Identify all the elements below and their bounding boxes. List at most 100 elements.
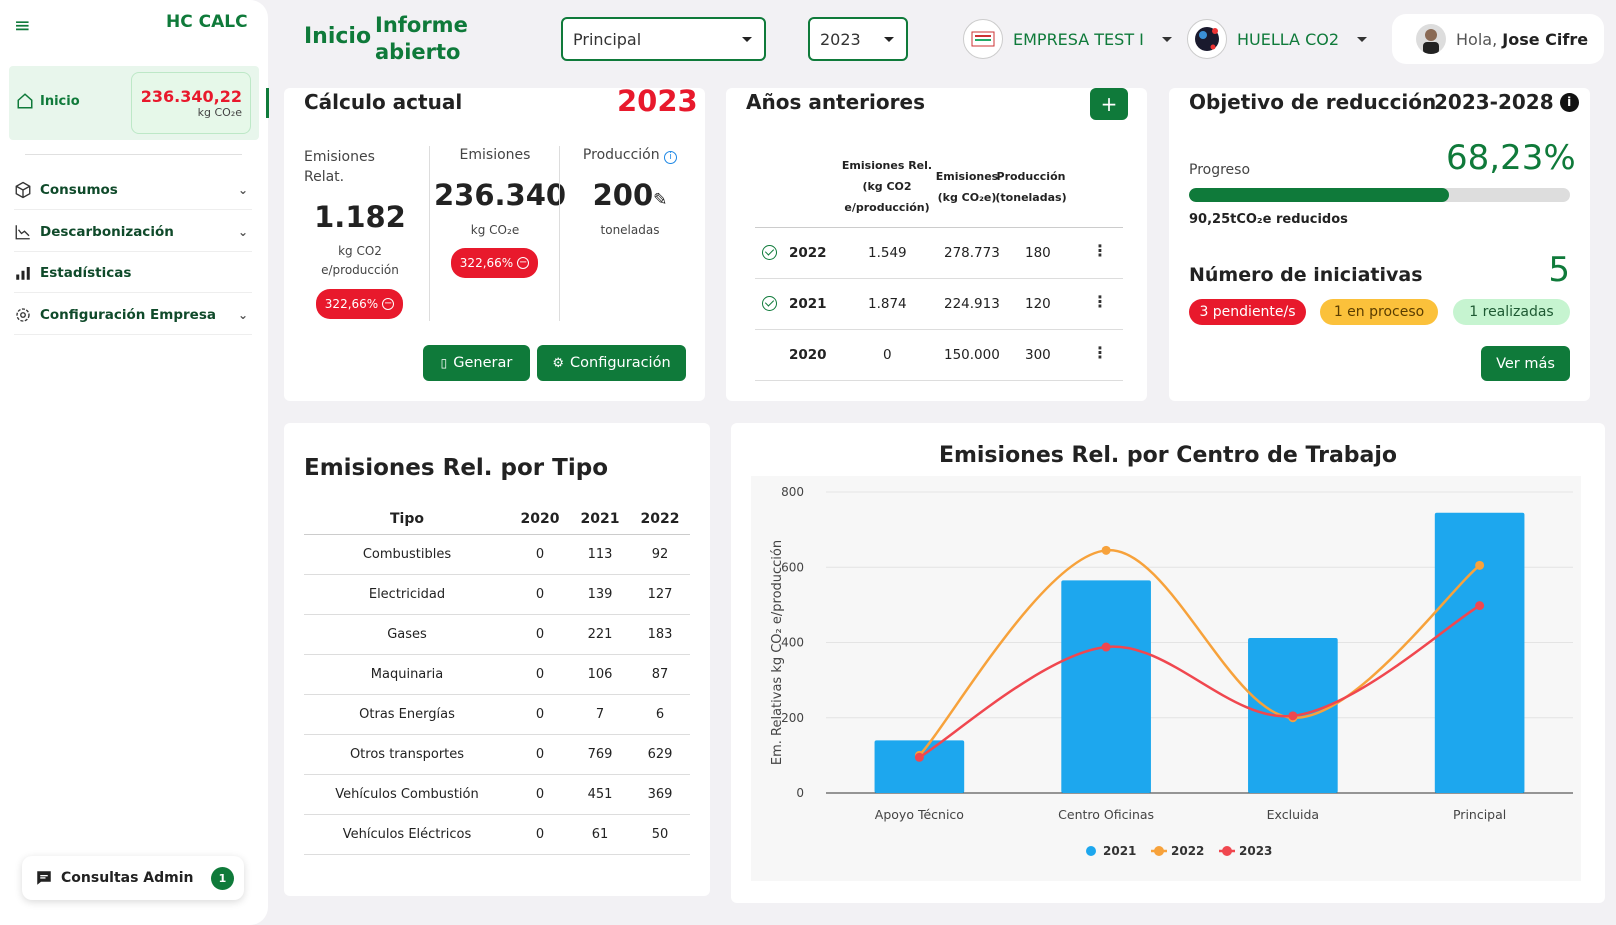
table-row: Otras Energías 0 7 6 [304,694,690,735]
consultas-count-badge: 1 [211,867,234,890]
calculo-year: 2023 [617,84,698,118]
cell-value: 87 [630,654,690,695]
objetivo-years: 2023-2028 i [1434,90,1579,114]
chevron-down-icon: ⌄ [237,224,248,239]
calculo-title: Cálculo actual [304,90,463,114]
iniciativas-count: 5 [1548,250,1570,290]
configuracion-button[interactable]: ⚙ Configuración [537,345,686,381]
ver-mas-button[interactable]: Ver más [1481,346,1570,381]
point-2023 [914,752,924,762]
emisiones-label: Emisiones [459,147,531,163]
sidebar-item-label: Inicio [40,93,80,109]
bar-2021 [874,740,965,793]
year-value: 2023 [820,29,861,49]
table-header-row: Tipo 2020 2021 2022 [304,504,690,535]
kebab-menu-icon[interactable]: ⋮ [1092,241,1108,260]
cell-value: 0 [510,614,570,655]
legend-marker-2022 [1154,846,1164,856]
sidebar-item-descarbonizacion[interactable]: Descarbonización ⌄ [14,212,252,252]
report-status: Informe abierto [375,13,468,64]
table-row: Combustibles 0 113 92 [304,534,690,575]
cell-value: 127 [630,574,690,615]
info-icon[interactable]: i [1559,92,1579,112]
row-year: 2022 [789,245,827,261]
sidebar-item-inicio[interactable]: Inicio 236.340,22 kg CO₂e [9,66,259,140]
badge-en-proceso[interactable]: 1 en proceso [1320,299,1438,325]
table-row: Vehículos Combustión 0 451 369 [304,774,690,815]
x-tick-label: Centro Oficinas [1058,807,1154,822]
table-header: Emisiones Rel. (kg CO2 e/producción) Emi… [755,148,1123,228]
emisiones-tipo-title: Emisiones Rel. por Tipo [304,455,608,481]
year-select[interactable]: 2023 [808,17,908,61]
cell-value: 50 [630,814,690,855]
point-2022 [1101,545,1111,555]
header-line: Producción [996,170,1066,183]
badge-pendientes[interactable]: 3 pendiente/s [1189,299,1306,325]
bar-2021 [1061,580,1151,793]
anos-anteriores-card [726,88,1147,401]
module-selector[interactable]: HUELLA CO2 [1187,19,1368,59]
table-row: 2021 1.874 224.913 120 ⋮ [755,279,1123,330]
table-row: Electricidad 0 139 127 [304,574,690,615]
header-2020: 2020 [510,504,570,535]
kebab-menu-icon[interactable]: ⋮ [1092,292,1108,311]
cell-tipo: Vehículos Eléctricos [304,814,510,855]
company-selector[interactable]: EMPRESA TEST I [963,19,1172,59]
chevron-down-icon: ⌄ [237,307,248,322]
produccion-label: Producción i [570,147,690,164]
header-line: (toneladas) [995,191,1067,204]
sidebar-item-estadisticas[interactable]: Estadísticas [14,253,252,293]
pencil-icon[interactable]: ✎ [653,190,668,210]
badge-realizadas[interactable]: 1 realizadas [1453,299,1570,325]
add-year-button[interactable]: + [1090,88,1128,120]
row-year: 2020 [789,347,827,363]
header-produccion: Producción (toneladas) [995,166,1067,208]
unit-line: e/producción [321,263,399,277]
total-emissions-badge: 236.340,22 kg CO₂e [131,72,251,134]
cell-value: 113 [570,534,630,575]
breadcrumb-inicio[interactable]: Inicio [304,24,372,49]
x-tick-label: Excluida [1267,807,1319,822]
emisiones-value: 236.340 [434,178,567,212]
sidebar-item-label: Estadísticas [40,264,132,281]
sidebar-item-configuracion-empresa[interactable]: Configuración Empresa ⌄ [14,295,252,335]
chevron-down-icon: ⌄ [237,182,248,197]
anos-anteriores-title: Años anteriores [746,90,925,114]
gear-icon: ⚙ [552,355,565,371]
header-2021: 2021 [570,504,630,535]
sidebar-item-consumos[interactable]: Consumos ⌄ [14,170,252,210]
generar-button[interactable]: ▯ Generar [423,345,530,381]
y-tick-label: 400 [781,636,804,650]
produccion-value: 200✎ [570,178,690,212]
row-em: 278.773 [944,245,1000,261]
point-2023 [1101,642,1111,652]
legend-label: 2023 [1239,844,1272,858]
consultas-admin-button[interactable]: Consultas Admin 1 [22,856,244,900]
table-row: 2022 1.549 278.773 180 ⋮ [755,228,1123,279]
cell-value: 92 [630,534,690,575]
sidebar-divider [25,154,242,155]
info-icon[interactable]: i [664,151,678,164]
header-line: Emisiones [935,170,999,183]
sidebar-item-label: Configuración Empresa [40,306,216,323]
y-tick-label: 0 [796,786,804,800]
legend-label: 2021 [1103,844,1136,858]
emisiones-unit: kg CO₂e [470,223,520,237]
work-center-select[interactable]: Principal [561,17,766,61]
cell-tipo: Gases [304,614,510,655]
x-tick-label: Principal [1453,807,1506,822]
y-tick-label: 200 [781,711,804,725]
progress-percent: 68,23% [1446,138,1576,178]
kebab-menu-icon[interactable]: ⋮ [1092,343,1108,362]
home-icon [17,93,33,109]
brand-logo: HC CALC [166,12,248,32]
row-em: 150.000 [944,347,1000,363]
cell-value: 7 [570,694,630,735]
caret-down-icon [1357,36,1368,42]
line-2022 [918,549,1481,757]
caret-down-icon [884,37,894,42]
menu-icon[interactable]: ≡ [14,13,31,37]
user-menu[interactable]: Hola, Jose Cifre [1392,14,1604,64]
active-indicator [266,88,269,118]
metric-divider [429,146,430,321]
